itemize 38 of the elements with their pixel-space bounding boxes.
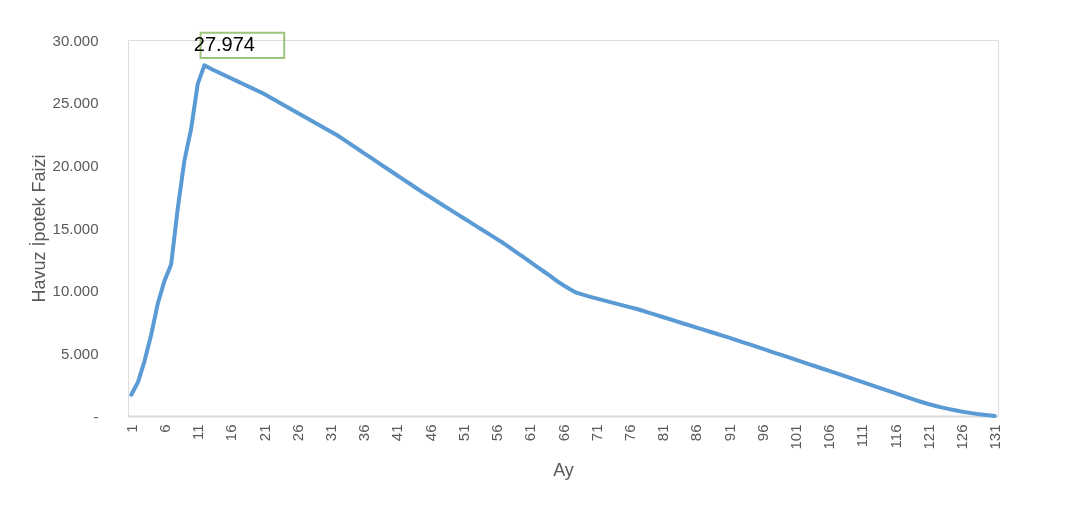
y-tick-label: 30.000 xyxy=(52,31,99,49)
y-tick-label: 25.000 xyxy=(52,94,99,112)
x-tick-label: 6 xyxy=(156,424,174,433)
x-tick-label: 46 xyxy=(421,424,439,442)
y-tick-label: 15.000 xyxy=(52,219,99,237)
x-tick-label: 126 xyxy=(952,424,970,450)
x-tick-label: 131 xyxy=(986,424,1004,450)
x-axis-title: Ay xyxy=(553,459,574,480)
x-tick-label: 61 xyxy=(521,424,539,442)
x-tick-label: 1 xyxy=(122,424,140,433)
x-tick-label: 121 xyxy=(919,424,937,450)
x-tick-label: 21 xyxy=(255,424,273,442)
y-axis-title: Havuz İpotek Faizi xyxy=(28,154,49,303)
annotation: 27.974 xyxy=(193,33,255,56)
x-tick-label: 81 xyxy=(654,424,672,442)
y-tick-label: - xyxy=(93,407,99,425)
x-tick-label: 16 xyxy=(222,424,240,442)
x-tick-label: 86 xyxy=(687,424,705,442)
line-series xyxy=(129,63,997,418)
x-tick-label: 11 xyxy=(189,424,207,441)
y-tick-label: 5.000 xyxy=(60,344,99,362)
y-tick-label: 10.000 xyxy=(52,282,99,300)
x-tick-label: 66 xyxy=(554,424,572,442)
x-tick-label: 36 xyxy=(355,424,373,442)
x-tick-label: 51 xyxy=(454,424,472,442)
x-tick-label: 56 xyxy=(488,424,506,442)
x-tick-label: 41 xyxy=(388,424,406,442)
x-tick-label: 101 xyxy=(786,424,804,450)
x-tick-label: 26 xyxy=(288,424,306,442)
x-tick-label: 96 xyxy=(753,424,771,442)
x-tick-label: 71 xyxy=(587,424,605,442)
x-tick-label: 31 xyxy=(322,424,340,442)
x-tick-label: 76 xyxy=(620,424,638,442)
x-tick-label: 111 xyxy=(853,424,871,448)
x-tick-label: 106 xyxy=(820,424,838,450)
x-tick-label: 91 xyxy=(720,424,738,442)
x-tick-label: 116 xyxy=(886,424,904,449)
y-tick-label: 20.000 xyxy=(52,156,99,174)
